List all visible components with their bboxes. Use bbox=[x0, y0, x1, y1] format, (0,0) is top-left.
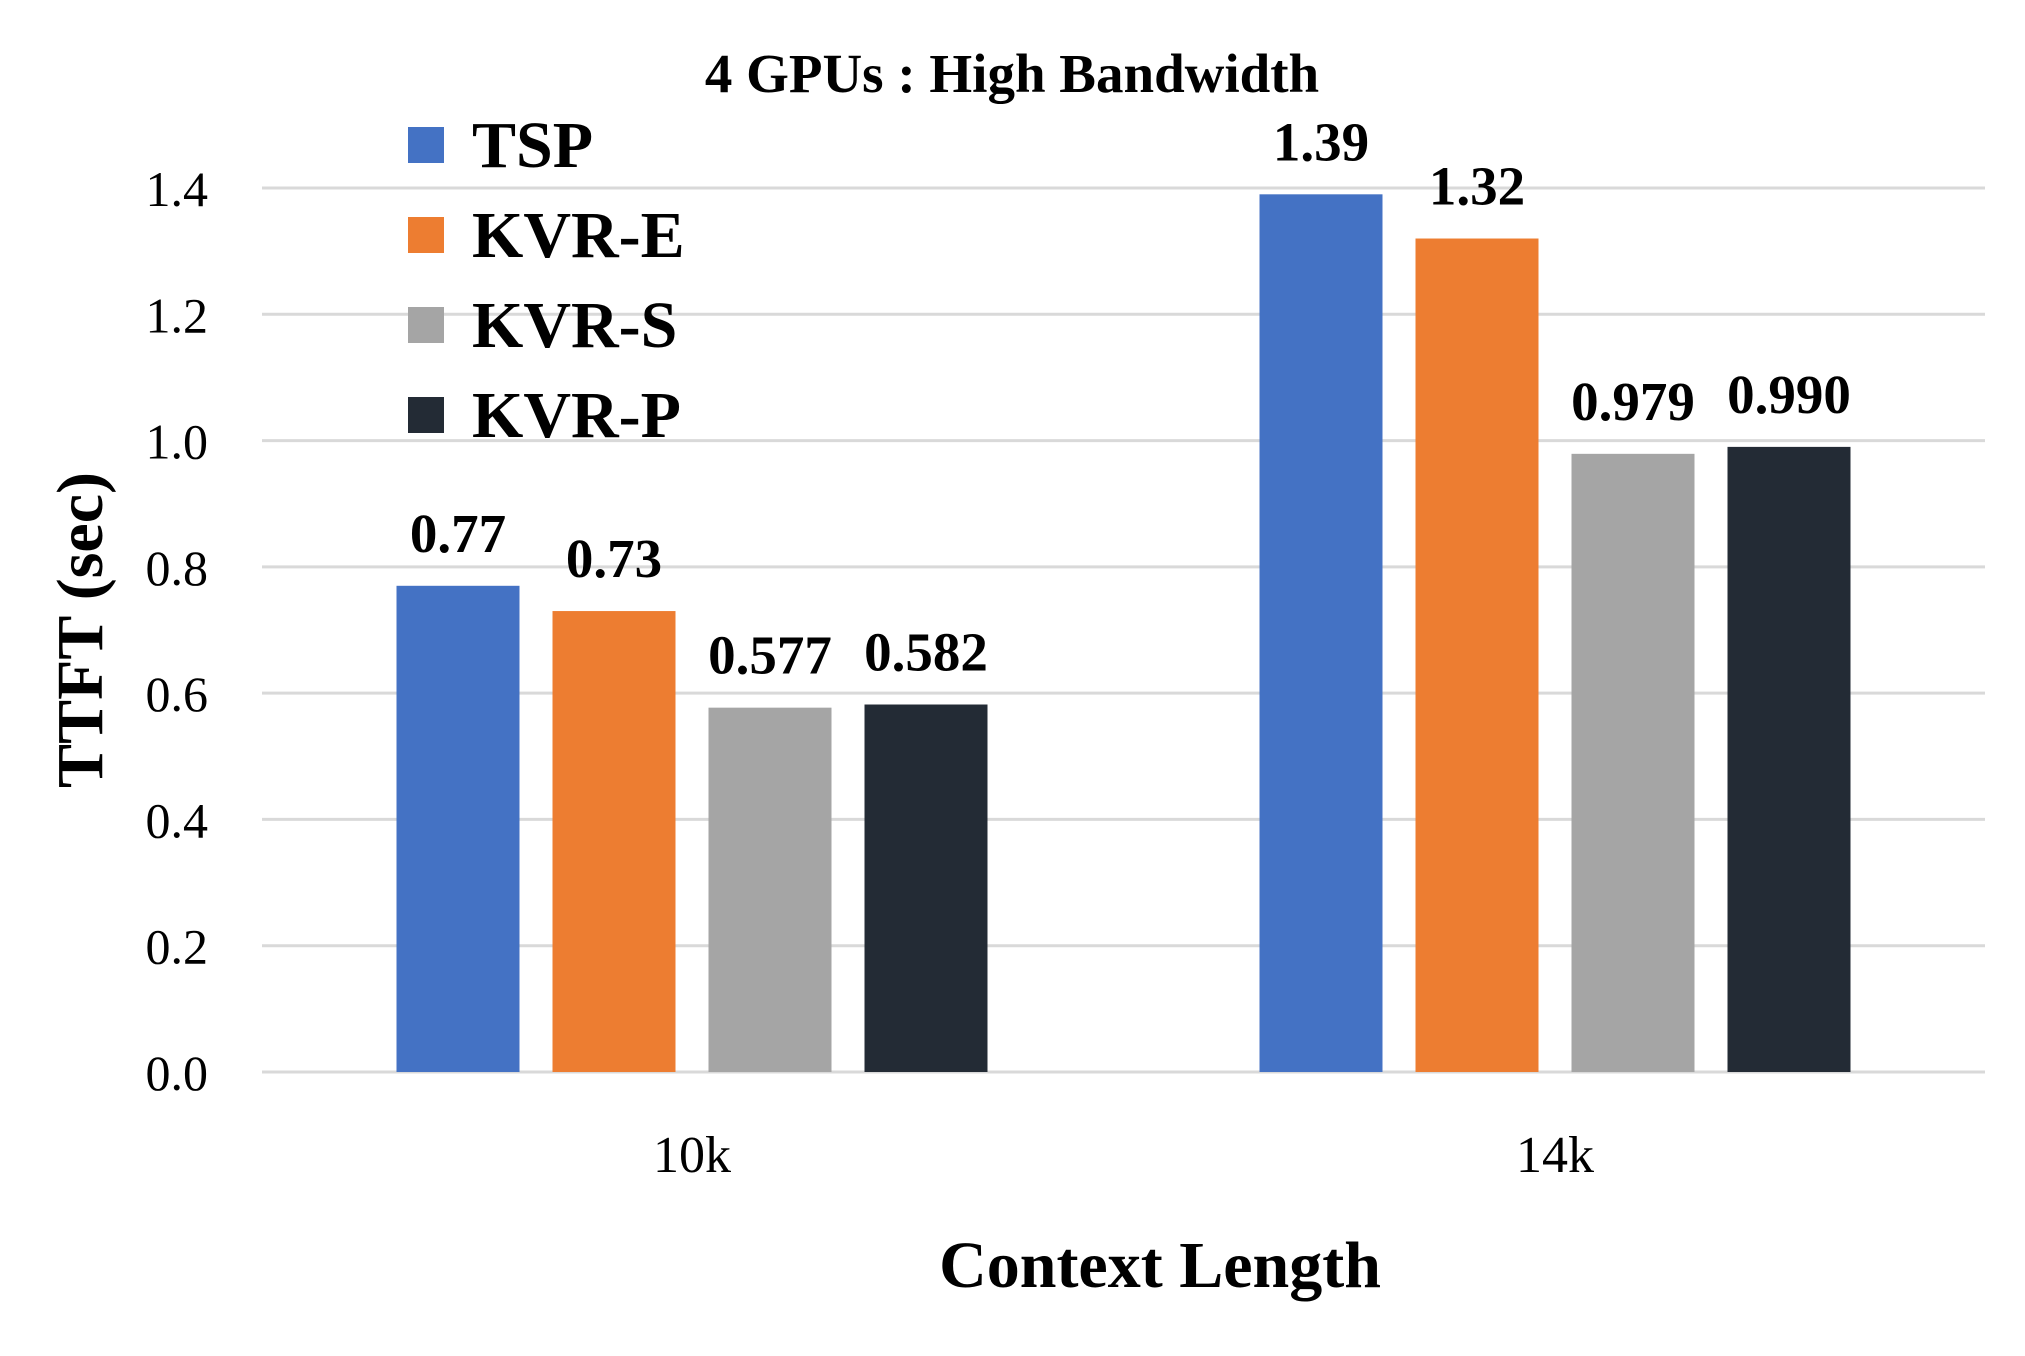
y-tick-label: 0.6 bbox=[146, 666, 209, 722]
x-axis-tick-labels: 10k 14k bbox=[653, 1127, 1594, 1184]
data-labels: 0.77 0.73 0.577 0.582 1.39 1.32 0.979 0.990 bbox=[410, 111, 1851, 685]
y-tick-label: 0.8 bbox=[146, 540, 209, 596]
chart-title: 4 GPUs : High Bandwidth bbox=[705, 43, 1319, 104]
legend: TSP KVR-E KVR-S KVR-P bbox=[408, 109, 685, 452]
bar-kvr-e-14k bbox=[1415, 238, 1539, 1072]
data-label: 0.582 bbox=[864, 622, 988, 683]
data-label: 1.39 bbox=[1273, 111, 1369, 172]
y-tick-label: 1.4 bbox=[146, 161, 209, 217]
bar-kvr-p-10k bbox=[864, 704, 988, 1072]
y-tick-label: 1.0 bbox=[146, 414, 209, 470]
y-tick-label: 0.0 bbox=[146, 1045, 209, 1101]
gridlines bbox=[262, 186, 1985, 1074]
legend-swatch-kvr-s bbox=[408, 307, 444, 343]
y-axis-tick-labels: 0.0 0.2 0.4 0.6 0.8 1.0 1.2 1.4 bbox=[146, 161, 209, 1101]
data-label: 0.77 bbox=[410, 503, 506, 564]
bar-kvr-e-10k bbox=[552, 611, 676, 1072]
y-tick-label: 1.2 bbox=[146, 287, 209, 343]
bar-tsp-14k bbox=[1259, 194, 1383, 1073]
legend-swatch-kvr-p bbox=[408, 397, 444, 433]
y-tick-label: 0.2 bbox=[146, 919, 209, 975]
bar-kvr-s-14k bbox=[1571, 453, 1695, 1072]
data-label: 1.32 bbox=[1429, 156, 1525, 217]
bar-kvr-s-10k bbox=[708, 707, 832, 1072]
y-tick-label: 0.4 bbox=[146, 792, 209, 848]
data-label: 0.73 bbox=[566, 528, 662, 589]
x-tick-label: 14k bbox=[1516, 1127, 1594, 1184]
legend-label-kvr-s: KVR-S bbox=[472, 289, 677, 362]
legend-label-kvr-e: KVR-E bbox=[472, 199, 685, 272]
legend-swatch-tsp bbox=[408, 127, 444, 163]
bar-kvr-p-14k bbox=[1727, 446, 1851, 1072]
y-axis-label: TTFT (sec) bbox=[44, 472, 117, 788]
legend-label-tsp: TSP bbox=[472, 109, 593, 182]
data-label: 0.990 bbox=[1727, 364, 1851, 425]
x-axis-label: Context Length bbox=[939, 1229, 1381, 1302]
legend-swatch-kvr-e bbox=[408, 217, 444, 253]
legend-label-kvr-p: KVR-P bbox=[472, 379, 681, 452]
bars bbox=[396, 194, 1851, 1073]
x-tick-label: 10k bbox=[653, 1127, 731, 1184]
data-label: 0.979 bbox=[1571, 371, 1695, 432]
data-label: 0.577 bbox=[708, 625, 832, 686]
bar-tsp-10k bbox=[396, 585, 520, 1072]
